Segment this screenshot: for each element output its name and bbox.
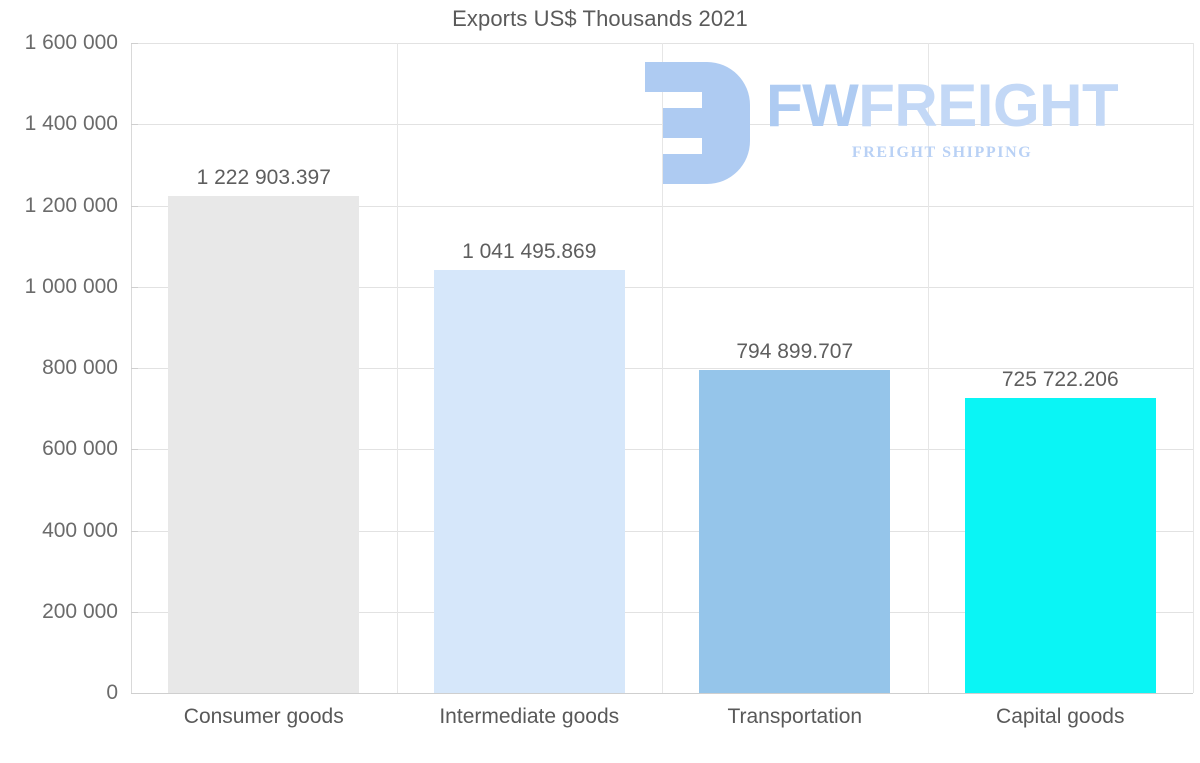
y-axis-tick-label: 800 000 <box>42 356 118 379</box>
y-axis-tick-label: 1 600 000 <box>24 31 118 54</box>
y-axis-tick-mark <box>131 530 138 532</box>
y-axis-tick-label: 1 000 000 <box>24 274 118 298</box>
y-axis-tick-mark <box>131 43 138 44</box>
y-axis-tick-mark <box>131 368 138 369</box>
y-axis-tick-mark <box>131 124 138 126</box>
y-axis-tick-mark <box>131 693 138 694</box>
x-axis-tick-label: Capital goods <box>996 705 1125 728</box>
y-axis-tick-label: 0 <box>106 681 118 704</box>
gridline-vertical <box>397 43 398 693</box>
gridline-vertical <box>928 43 929 693</box>
chart-title: Exports US$ Thousands 2021 <box>452 6 748 31</box>
bar-value-label: 1 041 495.869 <box>462 239 597 263</box>
y-axis-tick-label: 200 000 <box>42 599 118 623</box>
gridline-vertical <box>662 43 663 693</box>
bar[interactable] <box>168 196 360 693</box>
gridline-horizontal <box>131 693 1193 694</box>
plot-area: 1 222 903.397 1 041 495.869 794 899.707 725… <box>131 43 1194 694</box>
y-axis-tick-mark <box>131 205 138 207</box>
y-axis-tick-label: 1 200 000 <box>24 193 118 217</box>
y-axis-tick-mark <box>131 449 138 451</box>
bar[interactable] <box>964 398 1156 693</box>
bar-value-label: 725 722.206 <box>1001 368 1119 392</box>
y-axis-tick-mark <box>131 611 138 613</box>
y-axis-tick-label: 400 000 <box>42 518 118 542</box>
bar[interactable] <box>699 370 891 693</box>
y-axis-tick-mark <box>131 286 138 288</box>
x-axis-tick-label: Intermediate goods <box>439 705 620 728</box>
gridline-vertical <box>1193 43 1194 693</box>
bar[interactable] <box>433 269 625 693</box>
x-axis-tick-label: Consumer goods <box>183 705 344 728</box>
bar-value-label: 794 899.707 <box>736 340 854 364</box>
bar-value-label: 1 222 903.397 <box>196 166 331 190</box>
x-axis-tick-label: Transportation <box>727 705 863 728</box>
y-axis-tick-label: 1 400 000 <box>24 112 118 136</box>
y-axis-tick-label: 600 000 <box>42 437 118 461</box>
